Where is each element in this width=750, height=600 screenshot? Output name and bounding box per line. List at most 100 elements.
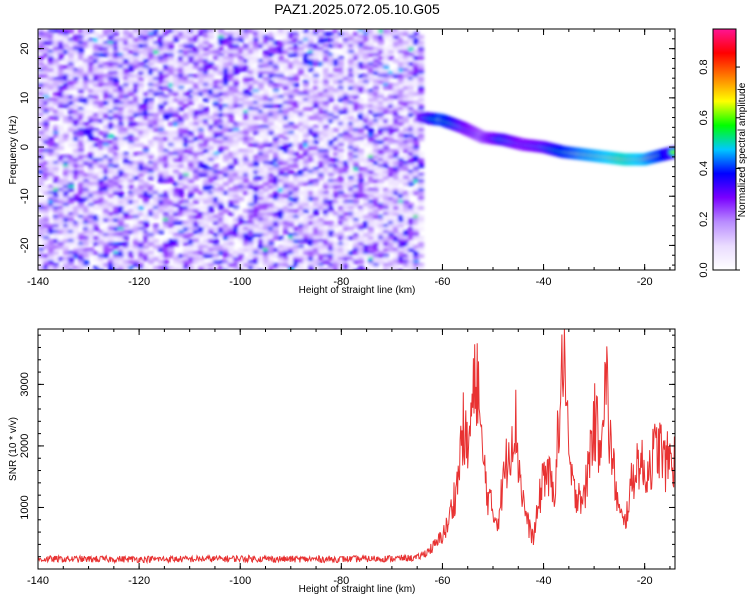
heatmap-cell (228, 143, 234, 147)
heatmap-cell (403, 191, 409, 195)
heatmap-cell (123, 38, 129, 42)
heatmap-cell (128, 35, 134, 39)
heatmap-cell (103, 230, 109, 234)
heatmap-cell (103, 89, 109, 93)
heatmap-cell (283, 65, 289, 69)
heatmap-cell (143, 107, 149, 111)
heatmap-cell (73, 266, 79, 270)
heatmap-cell (188, 164, 194, 168)
heatmap-cell (358, 107, 364, 111)
heatmap-cell (148, 242, 154, 246)
heatmap-cell (318, 107, 324, 111)
heatmap-cell (408, 80, 414, 84)
heatmap-cell (108, 203, 114, 207)
heatmap-cell (228, 173, 234, 177)
heatmap-cell (53, 215, 59, 219)
heatmap-cell (73, 254, 79, 258)
heatmap-cell (53, 167, 59, 171)
heatmap-cell (108, 53, 114, 57)
heatmap-cell (188, 140, 194, 144)
heatmap-cell (298, 116, 304, 120)
heatmap-cell (273, 83, 279, 87)
heatmap-cell (238, 56, 244, 60)
heatmap-cell (133, 29, 139, 33)
heatmap-cell (143, 149, 149, 153)
heatmap-cell (223, 155, 229, 159)
heatmap-cell (193, 245, 199, 249)
heatmap-cell (318, 164, 324, 168)
heatmap-cell (128, 101, 134, 105)
heatmap-cell (283, 176, 289, 180)
heatmap-cell (183, 227, 189, 231)
heatmap-cell (323, 44, 329, 48)
heatmap-cell (278, 170, 284, 174)
heatmap-cell (118, 62, 124, 66)
heatmap-cell (348, 122, 354, 126)
heatmap-cell (373, 47, 379, 51)
heatmap-cell (83, 173, 89, 177)
heatmap-cell (248, 137, 254, 141)
heatmap-cell (413, 230, 419, 234)
heatmap-cell (38, 74, 44, 78)
heatmap-cell (133, 215, 139, 219)
heatmap-cell (373, 215, 379, 219)
heatmap-cell (98, 80, 104, 84)
heatmap-cell (258, 41, 264, 45)
heatmap-cell (78, 191, 84, 195)
heatmap-cell (413, 152, 419, 156)
heatmap-cell (53, 263, 59, 267)
heatmap-cell (93, 236, 99, 240)
heatmap-cell (318, 218, 324, 222)
heatmap-cell (338, 212, 344, 216)
heatmap-cell (113, 38, 119, 42)
heatmap-cell (208, 191, 214, 195)
heatmap-cell (53, 197, 59, 201)
heatmap-cell (408, 191, 414, 195)
heatmap-cell (83, 74, 89, 78)
heatmap-cell (38, 122, 44, 126)
spectrogram-x-tick-label: -40 (536, 276, 552, 288)
heatmap-cell (173, 137, 179, 141)
heatmap-cell (348, 185, 354, 189)
heatmap-cell (78, 83, 84, 87)
heatmap-cell (293, 140, 299, 144)
heatmap-cell (298, 206, 304, 210)
heatmap-cell (93, 56, 99, 60)
heatmap-cell (233, 131, 239, 135)
heatmap-cell (228, 188, 234, 192)
heatmap-cell (363, 56, 369, 60)
heatmap-cell (383, 77, 389, 81)
heatmap-cell (103, 77, 109, 81)
heatmap-cell (258, 242, 264, 246)
heatmap-cell (373, 248, 379, 252)
heatmap-cell (348, 230, 354, 234)
heatmap-cell (328, 92, 334, 96)
heatmap-cell (208, 239, 214, 243)
heatmap-cell (158, 176, 164, 180)
heatmap-cell (408, 101, 414, 105)
heatmap-cell (233, 44, 239, 48)
heatmap-cell (413, 56, 419, 60)
heatmap-cell (188, 218, 194, 222)
heatmap-cell (328, 113, 334, 117)
heatmap-cell (183, 104, 189, 108)
heatmap-cell (238, 230, 244, 234)
heatmap-cell (393, 227, 399, 231)
heatmap-cell (118, 137, 124, 141)
heatmap-cell (48, 68, 54, 72)
heatmap-cell (248, 173, 254, 177)
heatmap-cell (233, 200, 239, 204)
heatmap-cell (323, 170, 329, 174)
heatmap-cell (413, 206, 419, 210)
heatmap-cell (398, 110, 404, 114)
heatmap-cell (188, 155, 194, 159)
heatmap-cell (168, 188, 174, 192)
heatmap-cell (203, 47, 209, 51)
heatmap-cell (128, 134, 134, 138)
heatmap-cell (228, 113, 234, 117)
heatmap-cell (288, 182, 294, 186)
heatmap-cell (338, 170, 344, 174)
heatmap-cell (188, 167, 194, 171)
heatmap-cell (63, 161, 69, 165)
heatmap-cell (53, 164, 59, 168)
